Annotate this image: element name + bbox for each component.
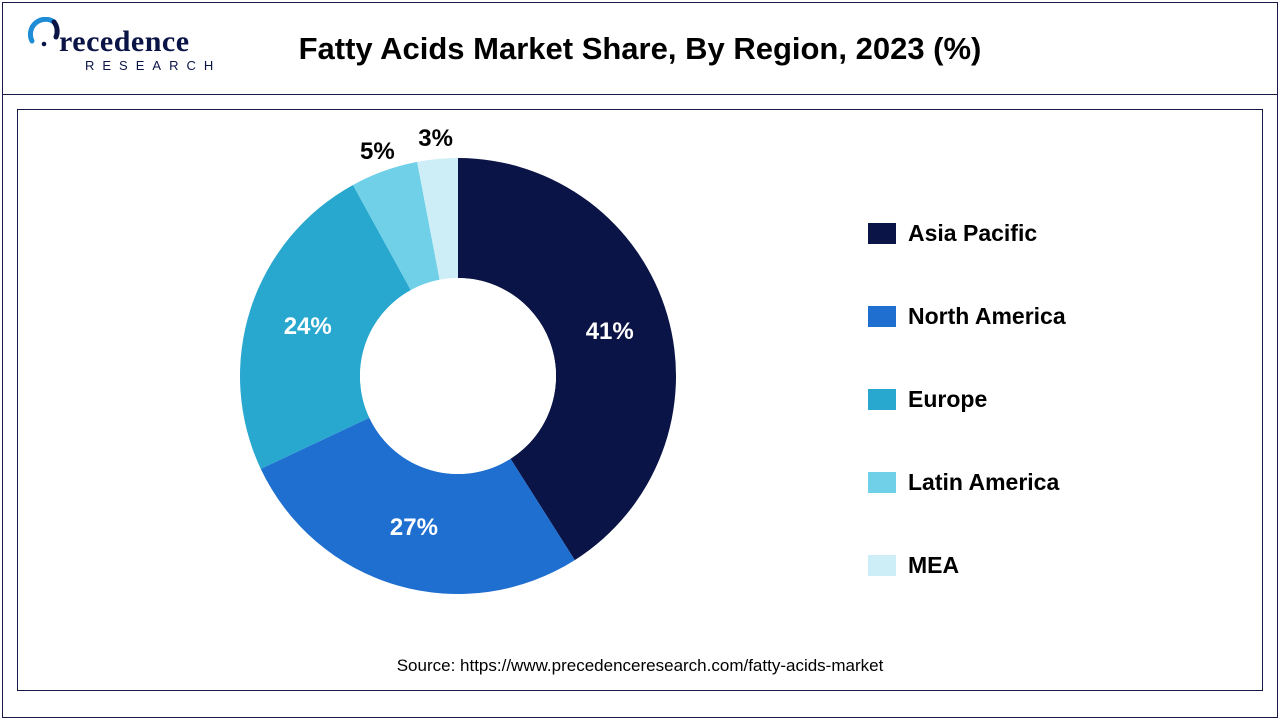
slice-value-label: 5% [360, 138, 395, 166]
slice-value-label: 3% [418, 125, 453, 153]
legend-swatch [868, 223, 896, 244]
donut-chart: 41%27%24%5%3% [228, 146, 688, 606]
legend-label: North America [908, 303, 1066, 330]
brand-logo: recedence RESEARCH [27, 17, 221, 72]
outer-frame: recedence RESEARCH Fatty Acids Market Sh… [2, 2, 1278, 718]
legend-swatch [868, 389, 896, 410]
legend-label: MEA [908, 552, 959, 579]
header-bar: recedence RESEARCH Fatty Acids Market Sh… [3, 3, 1277, 95]
slice-value-label: 27% [390, 514, 438, 542]
source-citation: Source: https://www.precedenceresearch.c… [18, 656, 1262, 676]
legend-item: Europe [868, 386, 1066, 413]
legend-label: Latin America [908, 469, 1059, 496]
legend-item: Asia Pacific [868, 220, 1066, 247]
brand-globe-icon [27, 17, 61, 51]
legend-label: Asia Pacific [908, 220, 1037, 247]
brand-name-line2: RESEARCH [85, 59, 221, 72]
slice-value-label: 24% [284, 313, 332, 341]
slice-value-label: 41% [586, 318, 634, 346]
brand-name-line1: recedence [59, 27, 190, 57]
legend-swatch [868, 472, 896, 493]
legend-item: Latin America [868, 469, 1066, 496]
legend-swatch [868, 555, 896, 576]
donut-svg [228, 146, 688, 606]
chart-legend: Asia Pacific North America Europe Latin Ame… [868, 220, 1066, 579]
legend-swatch [868, 306, 896, 327]
chart-panel: 41% 27% 24% 5% 3% Asia Pacific North America E… [17, 109, 1263, 691]
brand-wordmark: recedence [27, 17, 221, 57]
donut-hole [360, 278, 556, 474]
legend-item: North America [868, 303, 1066, 330]
legend-item: MEA [868, 552, 1066, 579]
legend-label: Europe [908, 386, 987, 413]
